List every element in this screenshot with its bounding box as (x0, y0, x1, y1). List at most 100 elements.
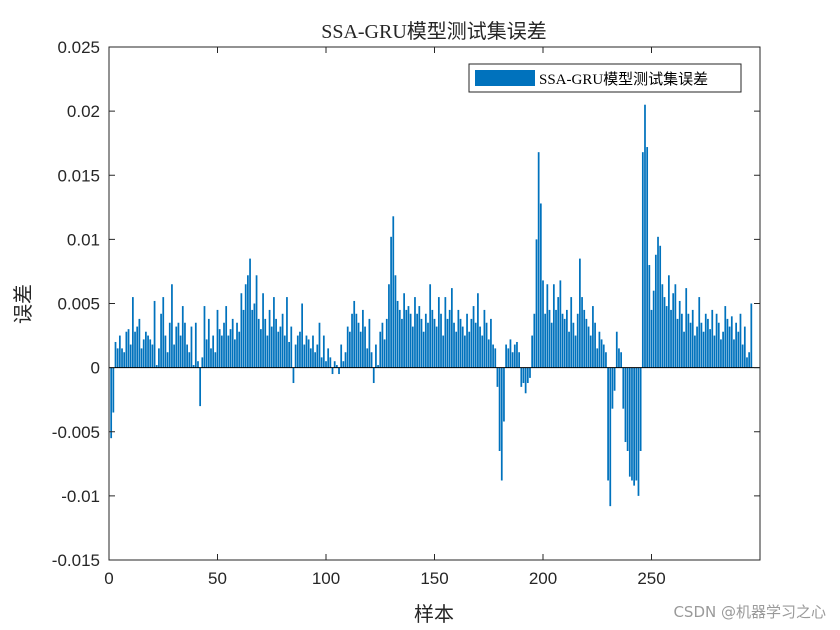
bar (674, 284, 677, 368)
bar (227, 335, 230, 368)
y-tick-label: 0.02 (67, 102, 100, 121)
bar (288, 341, 290, 368)
bar (587, 326, 590, 368)
bar (355, 313, 358, 368)
bar (210, 348, 212, 368)
bar (375, 344, 377, 368)
bar (526, 367, 529, 384)
bar (485, 322, 488, 368)
bar (403, 293, 405, 368)
bar (635, 367, 638, 481)
bar (546, 284, 549, 368)
bar (520, 367, 523, 387)
y-tick-label: -0.01 (61, 487, 100, 506)
bar (450, 288, 453, 368)
bar (366, 348, 369, 368)
bar (522, 367, 525, 384)
bar (437, 297, 440, 368)
bar (431, 309, 434, 368)
bar (618, 348, 620, 368)
x-tick-label: 0 (104, 569, 113, 588)
bar (487, 339, 490, 368)
bar (702, 331, 705, 368)
y-tick-label: -0.015 (52, 551, 100, 570)
bar (177, 322, 180, 368)
x-tick-label: 200 (529, 569, 557, 588)
bar (127, 329, 130, 368)
bar (533, 313, 536, 368)
bar (503, 367, 505, 422)
bar (717, 322, 720, 368)
y-tick-label: 0.015 (57, 166, 100, 185)
x-axis-label: 样本 (414, 603, 454, 626)
bar (592, 306, 594, 368)
bar (743, 326, 746, 368)
bar (650, 309, 653, 368)
bar (726, 318, 729, 368)
bar (537, 152, 540, 368)
bar (344, 352, 347, 368)
bar (264, 318, 267, 368)
bar (750, 303, 753, 368)
bar (225, 306, 228, 368)
bar (748, 352, 751, 368)
bar-series (110, 104, 753, 507)
bar (160, 313, 162, 368)
bar (524, 367, 527, 394)
bar (633, 367, 636, 486)
bar (205, 339, 208, 368)
bar (147, 335, 149, 368)
bar (314, 352, 317, 368)
bar (231, 318, 234, 368)
bar (713, 335, 716, 368)
bar (383, 339, 386, 368)
x-axis-ticks: 0 50 100 150 200 250 (104, 47, 666, 588)
bar (685, 288, 688, 368)
bar (507, 348, 510, 368)
bar (620, 352, 622, 368)
bar (741, 344, 744, 368)
bar (357, 322, 360, 368)
bar (531, 335, 534, 368)
bar (707, 318, 709, 368)
bar (570, 297, 573, 368)
bar (322, 335, 325, 368)
bar (279, 326, 282, 368)
bar (320, 357, 323, 368)
bar (392, 216, 395, 368)
bar (362, 309, 364, 368)
bar (257, 318, 260, 368)
legend: SSA-GRU模型测试集误差 (468, 63, 742, 93)
bar (379, 331, 382, 368)
bar (145, 331, 147, 368)
bar (468, 331, 471, 368)
bar (615, 331, 618, 368)
bar (670, 309, 672, 368)
bar (663, 297, 666, 368)
bar (396, 300, 399, 368)
chart-title: SSA-GRU模型测试集误差 (321, 20, 547, 43)
bar (268, 309, 271, 368)
bar (207, 318, 210, 368)
bar (220, 335, 223, 368)
bar (266, 335, 269, 368)
bar (368, 318, 371, 368)
bar (698, 297, 701, 368)
bar (720, 339, 722, 368)
bar (116, 348, 119, 368)
bar (190, 326, 193, 368)
bar (557, 297, 560, 368)
bar (561, 313, 564, 368)
bar (255, 275, 258, 368)
bar (262, 293, 264, 368)
bar (153, 300, 156, 368)
bar (672, 293, 675, 368)
bar (277, 331, 280, 368)
bar (435, 326, 438, 368)
bar (136, 326, 139, 368)
bar (544, 313, 547, 368)
bar (194, 322, 197, 368)
bar (242, 309, 245, 368)
bar (613, 367, 616, 391)
bar (229, 329, 232, 368)
